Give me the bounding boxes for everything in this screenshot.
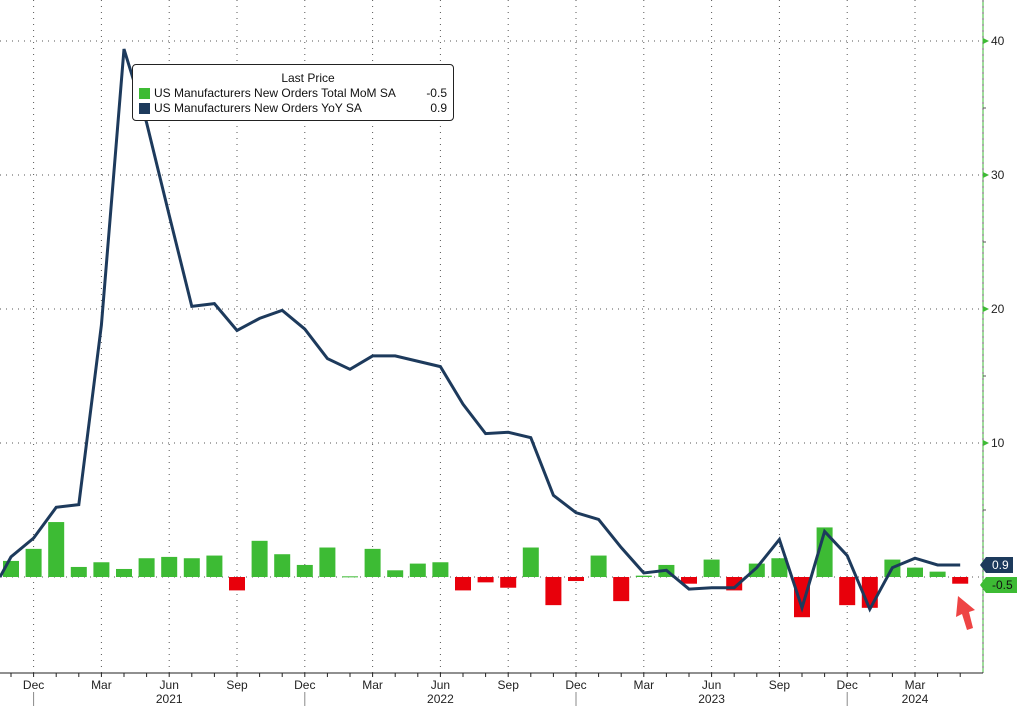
y-tick-label: 20 (991, 302, 1005, 316)
bar (161, 556, 178, 577)
x-tick-label: Mar (905, 678, 926, 692)
y-tick-mark (983, 440, 989, 446)
bar (229, 577, 245, 591)
x-tick-label: Jun (160, 678, 179, 692)
x-tick-label: Sep (769, 678, 791, 692)
y-tick-mark (983, 172, 989, 178)
legend-value: -0.5 (426, 86, 447, 100)
year-label: 2021 (156, 692, 183, 706)
x-tick-label: Mar (362, 678, 383, 692)
bar (794, 577, 810, 618)
bar (432, 562, 449, 577)
bar (839, 577, 856, 606)
x-tick-label: Mar (633, 678, 654, 692)
bar (500, 577, 517, 588)
bar (613, 577, 630, 602)
year-label: 2024 (902, 692, 929, 706)
x-tick-label: Dec (23, 678, 44, 692)
bar (70, 566, 87, 577)
last-value-tag-yoy: 0.9 (980, 557, 1013, 573)
bar (274, 554, 291, 577)
bar (929, 571, 946, 577)
y-tick-label: 30 (991, 168, 1005, 182)
y-tick-label: 10 (991, 436, 1005, 450)
year-label: 2023 (698, 692, 725, 706)
bar (907, 567, 923, 577)
legend-swatch-green (139, 88, 150, 99)
y-tick-mark (983, 38, 989, 44)
x-tick-label: Dec (565, 678, 586, 692)
x-tick-label: Dec (837, 678, 858, 692)
bar (952, 577, 969, 584)
y-tick-label: 40 (991, 34, 1005, 48)
bar (703, 559, 720, 577)
bar (545, 577, 562, 606)
legend-title: Last Price (281, 71, 335, 85)
bar (522, 547, 539, 577)
year-label: 2022 (427, 692, 454, 706)
x-tick-label: Dec (294, 678, 315, 692)
bar (183, 558, 200, 577)
legend-value: 0.9 (430, 101, 447, 115)
x-tick-label: Sep (226, 678, 248, 692)
x-tick-label: Jun (702, 678, 721, 692)
y-tick-mark (983, 306, 989, 312)
bar (116, 568, 132, 577)
bar (409, 563, 426, 577)
last-value-tag-mom: -0.5 (980, 577, 1017, 593)
legend: Last Price US Manufacturers New Orders T… (132, 64, 454, 121)
x-tick-label: Jun (431, 678, 450, 692)
bar (319, 547, 336, 577)
bar (296, 564, 313, 577)
bar (477, 577, 494, 583)
legend-label: US Manufacturers New Orders YoY SA (154, 101, 362, 115)
bar (93, 562, 110, 577)
bar (635, 575, 652, 577)
bar (25, 548, 42, 577)
legend-item-mom: US Manufacturers New Orders Total MoM SA… (133, 86, 453, 101)
red-arrow-icon (956, 596, 975, 630)
x-tick-label: Mar (91, 678, 112, 692)
bar (455, 577, 471, 591)
legend-label: US Manufacturers New Orders Total MoM SA (154, 86, 396, 100)
legend-item-yoy: US Manufacturers New Orders YoY SA 0.9 (133, 101, 453, 116)
bar (364, 548, 381, 577)
bar (387, 570, 404, 577)
bar (138, 558, 155, 577)
bar (748, 563, 765, 577)
bar (251, 540, 268, 577)
bar (48, 522, 65, 577)
bar (342, 576, 358, 578)
bar (568, 577, 584, 582)
bar (590, 555, 607, 577)
bar (206, 555, 223, 577)
bar (681, 577, 697, 584)
bar (771, 558, 788, 577)
x-tick-label: Sep (498, 678, 520, 692)
legend-swatch-navy (139, 103, 150, 114)
yoy-line (0, 48, 961, 613)
